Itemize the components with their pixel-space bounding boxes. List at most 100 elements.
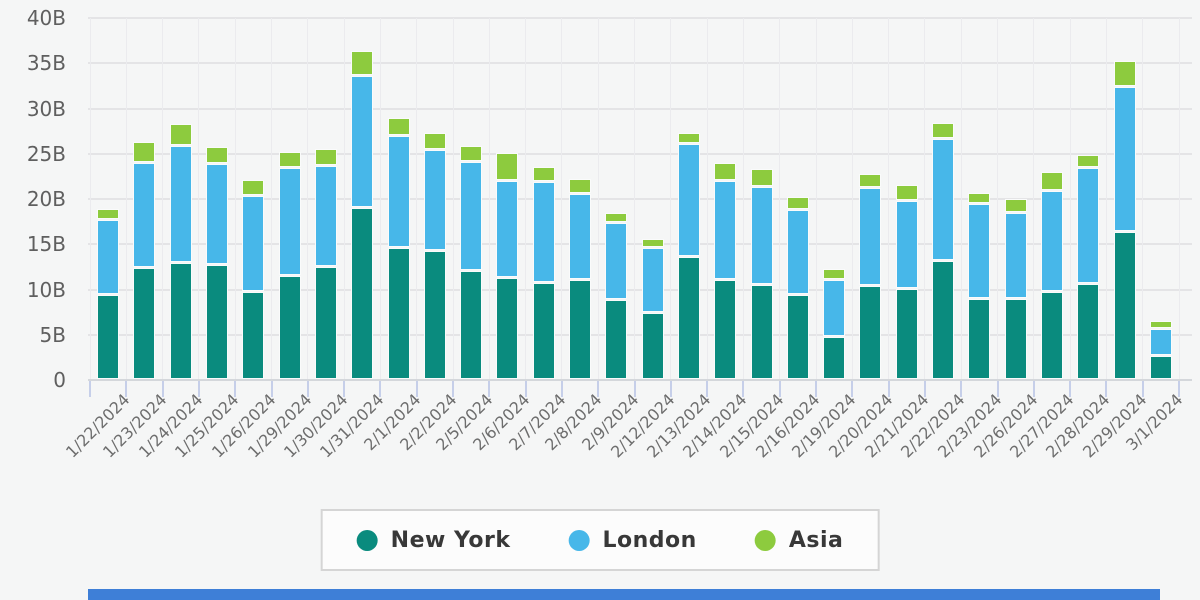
bar-segment-asia-1-23-2024[interactable] (133, 141, 156, 162)
bar-segment-new-york-1-22-2024[interactable] (97, 294, 120, 379)
bar-segment-new-york-2-21-2024[interactable] (895, 288, 918, 379)
bar-segment-london-1-22-2024[interactable] (97, 219, 120, 294)
bar-segment-asia-2-20-2024[interactable] (859, 173, 882, 188)
bar-segment-new-york-1-29-2024[interactable] (278, 275, 301, 379)
bar-segment-london-2-21-2024[interactable] (895, 200, 918, 288)
bar-segment-london-1-25-2024[interactable] (206, 163, 229, 265)
bar-segment-asia-3-1-2024[interactable] (1149, 321, 1172, 329)
bar-segment-london-2-8-2024[interactable] (569, 194, 592, 280)
bar-segment-asia-2-6-2024[interactable] (496, 152, 519, 180)
bar-segment-new-york-1-23-2024[interactable] (133, 267, 156, 379)
bar-segment-london-2-2-2024[interactable] (423, 150, 446, 251)
bar-segment-london-2-13-2024[interactable] (677, 143, 700, 256)
bar-segment-london-2-27-2024[interactable] (1040, 190, 1063, 292)
bar-segment-asia-2-27-2024[interactable] (1040, 171, 1063, 190)
x-axis-tick (887, 381, 890, 397)
bar-segment-new-york-2-19-2024[interactable] (823, 336, 846, 379)
bar-segment-asia-2-29-2024[interactable] (1113, 61, 1136, 86)
bar-segment-asia-2-16-2024[interactable] (786, 197, 809, 209)
bar-segment-london-2-12-2024[interactable] (641, 247, 664, 313)
bar-segment-london-2-14-2024[interactable] (714, 180, 737, 280)
bar-segment-asia-2-23-2024[interactable] (968, 192, 991, 204)
bar-segment-asia-1-26-2024[interactable] (242, 179, 265, 196)
bar-segment-london-2-15-2024[interactable] (750, 187, 773, 284)
bar-segment-london-2-29-2024[interactable] (1113, 86, 1136, 232)
bar-segment-asia-2-28-2024[interactable] (1077, 154, 1100, 168)
bar-segment-new-york-2-8-2024[interactable] (569, 280, 592, 379)
bar-segment-asia-2-12-2024[interactable] (641, 238, 664, 247)
bar-segment-asia-2-1-2024[interactable] (387, 117, 410, 135)
new-york-swatch-icon (356, 529, 378, 551)
bar-segment-new-york-2-26-2024[interactable] (1004, 298, 1027, 379)
bar-segment-asia-2-7-2024[interactable] (532, 167, 555, 181)
bar-segment-asia-2-5-2024[interactable] (460, 145, 483, 161)
bar-segment-asia-2-19-2024[interactable] (823, 268, 846, 280)
bar-segment-asia-2-9-2024[interactable] (605, 212, 628, 222)
bar-segment-asia-1-30-2024[interactable] (314, 149, 337, 166)
bar-segment-new-york-2-23-2024[interactable] (968, 298, 991, 379)
bar-segment-london-2-5-2024[interactable] (460, 161, 483, 271)
asia-swatch-icon (754, 529, 776, 551)
bar-segment-new-york-1-25-2024[interactable] (206, 265, 229, 379)
bar-segment-london-3-1-2024[interactable] (1149, 329, 1172, 355)
legend-item-london[interactable]: London (568, 528, 696, 553)
bar-segment-new-york-2-22-2024[interactable] (932, 261, 955, 379)
bar-segment-new-york-1-31-2024[interactable] (351, 208, 374, 379)
bar-segment-london-2-9-2024[interactable] (605, 222, 628, 300)
bar-segment-london-2-6-2024[interactable] (496, 180, 519, 277)
bar-segment-london-2-23-2024[interactable] (968, 204, 991, 298)
legend-item-asia[interactable]: Asia (754, 528, 844, 553)
horizontal-scrollbar[interactable] (88, 589, 1160, 600)
bar-segment-new-york-2-13-2024[interactable] (677, 256, 700, 379)
bar-segment-new-york-2-2-2024[interactable] (423, 251, 446, 379)
bar-segment-london-2-22-2024[interactable] (932, 139, 955, 261)
bar-segment-new-york-1-30-2024[interactable] (314, 266, 337, 379)
bar-segment-london-1-26-2024[interactable] (242, 196, 265, 292)
bar-segment-asia-2-13-2024[interactable] (677, 132, 700, 143)
plot-area (89, 18, 1180, 380)
bar-segment-new-york-2-28-2024[interactable] (1077, 284, 1100, 379)
bar-segment-london-2-26-2024[interactable] (1004, 212, 1027, 298)
bar-segment-london-2-7-2024[interactable] (532, 181, 555, 283)
x-axis-tick (996, 381, 999, 397)
bar-segment-new-york-2-27-2024[interactable] (1040, 292, 1063, 379)
bar-segment-new-york-2-1-2024[interactable] (387, 247, 410, 379)
legend-item-new-york[interactable]: New York (356, 528, 511, 553)
bar-segment-london-2-28-2024[interactable] (1077, 168, 1100, 284)
bar-segment-asia-2-21-2024[interactable] (895, 185, 918, 200)
bar-segment-new-york-2-5-2024[interactable] (460, 271, 483, 379)
bar-segment-new-york-2-7-2024[interactable] (532, 283, 555, 379)
bar-segment-new-york-2-9-2024[interactable] (605, 300, 628, 379)
bar-segment-asia-1-31-2024[interactable] (351, 51, 374, 75)
bar-segment-london-1-29-2024[interactable] (278, 168, 301, 275)
bar-segment-asia-2-22-2024[interactable] (932, 122, 955, 139)
bar-segment-london-1-31-2024[interactable] (351, 75, 374, 208)
bar-segment-asia-1-24-2024[interactable] (169, 123, 192, 145)
bar-segment-london-2-19-2024[interactable] (823, 280, 846, 336)
bar-segment-asia-2-14-2024[interactable] (714, 162, 737, 180)
bar-segment-new-york-2-6-2024[interactable] (496, 277, 519, 379)
bar-segment-new-york-2-20-2024[interactable] (859, 285, 882, 379)
bar-segment-new-york-1-24-2024[interactable] (169, 263, 192, 379)
bar-segment-london-2-1-2024[interactable] (387, 135, 410, 247)
bar-segment-london-2-16-2024[interactable] (786, 209, 809, 294)
bar-segment-new-york-2-15-2024[interactable] (750, 284, 773, 379)
bar-segment-london-1-24-2024[interactable] (169, 145, 192, 263)
bar-segment-asia-1-22-2024[interactable] (97, 208, 120, 219)
bar-segment-asia-2-2-2024[interactable] (423, 132, 446, 150)
bar-segment-asia-1-29-2024[interactable] (278, 151, 301, 168)
bar-segment-london-2-20-2024[interactable] (859, 188, 882, 285)
bar-segment-new-york-2-14-2024[interactable] (714, 280, 737, 379)
bar-segment-asia-2-15-2024[interactable] (750, 169, 773, 187)
bar-segment-asia-2-26-2024[interactable] (1004, 199, 1027, 212)
bar-segment-new-york-2-12-2024[interactable] (641, 313, 664, 379)
bar-segment-new-york-1-26-2024[interactable] (242, 292, 265, 379)
bar-segment-new-york-2-16-2024[interactable] (786, 294, 809, 379)
bar-segment-asia-1-25-2024[interactable] (206, 146, 229, 163)
bar-segment-new-york-2-29-2024[interactable] (1113, 232, 1136, 379)
vertical-gridline (997, 18, 998, 380)
bar-segment-asia-2-8-2024[interactable] (569, 179, 592, 194)
bar-segment-london-1-30-2024[interactable] (314, 166, 337, 266)
bar-segment-new-york-3-1-2024[interactable] (1149, 355, 1172, 379)
bar-segment-london-1-23-2024[interactable] (133, 162, 156, 267)
